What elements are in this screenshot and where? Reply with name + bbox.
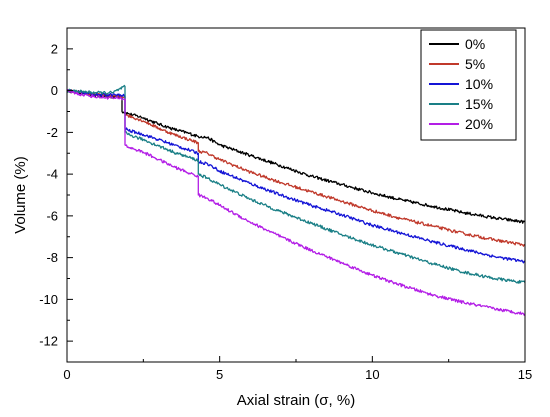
x-tick-label: 0: [63, 367, 70, 382]
y-tick-label: 2: [51, 41, 58, 56]
series-line-5pct: [67, 89, 525, 247]
y-tick-label: -6: [46, 208, 58, 223]
y-tick-label: -4: [46, 167, 58, 182]
series-line-15pct: [67, 84, 525, 284]
series-line-0pct: [67, 88, 525, 224]
legend-label: 10%: [465, 76, 493, 92]
x-tick-label: 5: [216, 367, 223, 382]
y-tick-label: 0: [51, 83, 58, 98]
legend-label: 0%: [465, 36, 485, 52]
x-axis-title: Axial strain (σ, %): [237, 392, 355, 409]
legend-label: 5%: [465, 56, 485, 72]
x-tick-label: 10: [365, 367, 379, 382]
y-tick-label: -8: [46, 250, 58, 265]
y-tick-label: -10: [39, 292, 58, 307]
x-tick-label: 15: [518, 367, 532, 382]
y-axis: 2 0 -2 -4 -6 -8 -10 -12: [39, 27, 73, 363]
legend-label: 15%: [465, 96, 493, 112]
legend-label: 20%: [465, 116, 493, 132]
series-line-20pct: [67, 89, 525, 316]
x-axis: 0 5 10 15: [63, 356, 532, 382]
y-tick-label: -2: [46, 125, 58, 140]
series-line-10pct: [67, 89, 525, 264]
series-layer: [67, 84, 525, 316]
legend: 0% 5% 10% 15% 20%: [420, 29, 517, 141]
y-axis-title: Volume (%): [12, 156, 29, 234]
y-tick-label: -12: [39, 334, 58, 349]
